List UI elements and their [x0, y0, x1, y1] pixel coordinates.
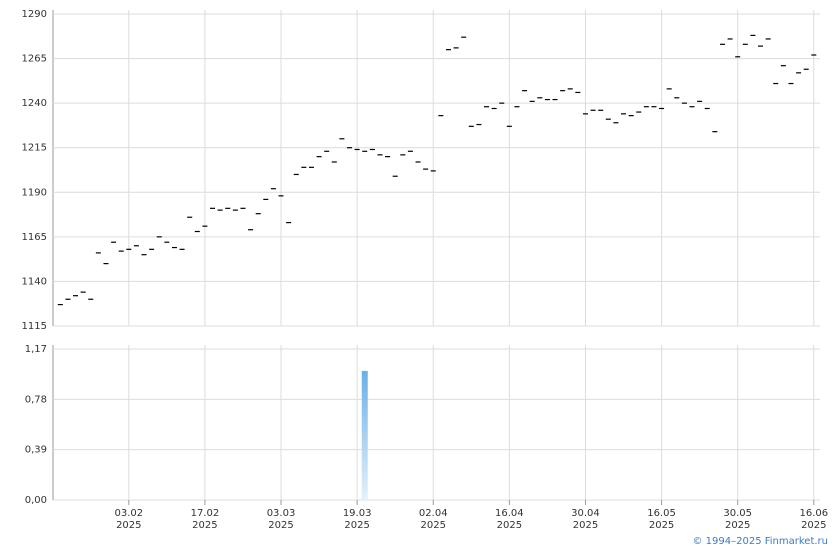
- copyright: © 1994–2025 Finmarket.ru: [692, 536, 828, 547]
- y-tick-label: 1140: [22, 276, 47, 287]
- x-tick-label: 16.04: [495, 508, 524, 519]
- y-tick-label: 1265: [22, 54, 47, 65]
- x-tick-label: 2025: [801, 520, 826, 531]
- y-tick-label: 0,78: [25, 394, 47, 405]
- y-tick-label: 1215: [22, 143, 47, 154]
- x-tick-label: 2025: [116, 520, 141, 531]
- y-tick-label: 1190: [22, 187, 47, 198]
- y-tick-label: 0,39: [25, 445, 47, 456]
- y-tick-label: 1240: [22, 98, 47, 109]
- y-tick-label: 1,17: [25, 344, 47, 355]
- x-tick-label: 16.05: [647, 508, 676, 519]
- x-tick-label: 19.03: [343, 508, 372, 519]
- x-tick-label: 16.06: [799, 508, 828, 519]
- x-tick-label: 2025: [192, 520, 217, 531]
- y-tick-label: 1115: [22, 321, 47, 332]
- x-tick-label: 2025: [268, 520, 293, 531]
- x-tick-label: 2025: [573, 520, 598, 531]
- y-tick-label: 0,00: [25, 495, 47, 506]
- x-tick-label: 2025: [344, 520, 369, 531]
- y-tick-label: 1165: [22, 232, 47, 243]
- x-tick-label: 03.03: [267, 508, 296, 519]
- x-tick-label: 2025: [725, 520, 750, 531]
- volume-bar: [361, 370, 368, 500]
- x-tick-label: 17.02: [191, 508, 220, 519]
- x-tick-label: 2025: [497, 520, 522, 531]
- x-tick-label: 30.04: [571, 508, 600, 519]
- x-tick-label: 2025: [421, 520, 446, 531]
- y-tick-label: 1290: [22, 9, 47, 20]
- x-tick-label: 2025: [649, 520, 674, 531]
- x-tick-label: 30.05: [723, 508, 752, 519]
- x-tick-label: 02.04: [419, 508, 448, 519]
- x-tick-label: 03.02: [114, 508, 143, 519]
